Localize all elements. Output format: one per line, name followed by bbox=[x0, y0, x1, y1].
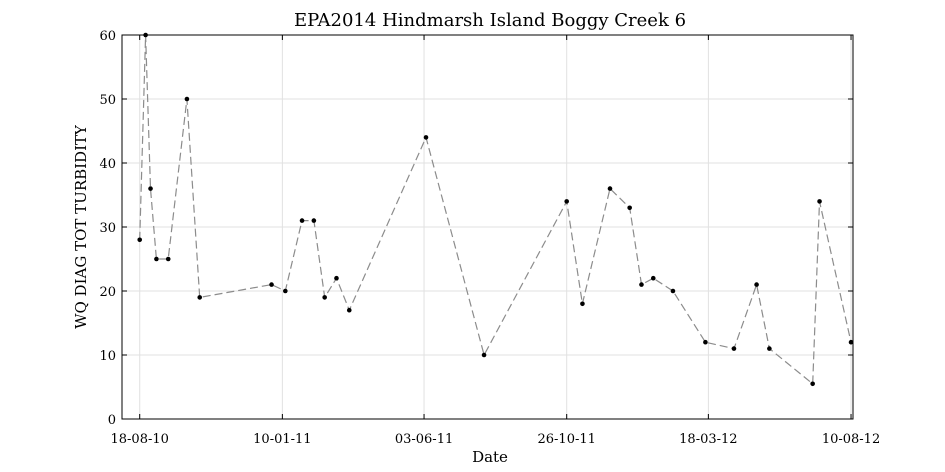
y-tick-label: 40 bbox=[99, 157, 116, 172]
data-point bbox=[269, 282, 274, 287]
data-point bbox=[670, 288, 676, 294]
data-point bbox=[731, 346, 737, 351]
data-point bbox=[564, 199, 569, 204]
y-tick-label: 50 bbox=[99, 93, 116, 108]
data-point bbox=[334, 275, 339, 281]
data-points bbox=[137, 32, 854, 387]
x-tick-label: 03-06-11 bbox=[395, 432, 453, 447]
data-point bbox=[311, 218, 317, 223]
data-point bbox=[767, 346, 772, 351]
x-tick-label: 10-08-12 bbox=[822, 432, 880, 447]
series-line bbox=[139, 34, 852, 386]
data-point bbox=[143, 32, 148, 38]
data-point bbox=[299, 218, 305, 223]
y-axis: 0 10 20 30 40 50 60 bbox=[99, 29, 853, 428]
data-point bbox=[481, 352, 487, 358]
data-point bbox=[580, 301, 585, 307]
y-tick-label: 10 bbox=[99, 349, 116, 364]
data-point bbox=[184, 96, 190, 102]
data-point bbox=[817, 199, 822, 204]
y-tick-label: 60 bbox=[99, 29, 116, 44]
data-point bbox=[346, 307, 352, 313]
data-point bbox=[754, 282, 759, 287]
data-point bbox=[627, 205, 632, 211]
y-axis-label: WQ DIAG TOT TURBIDITY bbox=[72, 124, 90, 329]
data-point bbox=[423, 135, 429, 140]
data-point bbox=[650, 275, 656, 281]
data-point bbox=[165, 256, 171, 262]
x-axis-label: Date bbox=[472, 448, 508, 466]
data-point bbox=[848, 339, 854, 345]
x-axis: 18-08-10 10-01-11 03-06-11 26-10-11 18-03-12… bbox=[110, 35, 880, 447]
y-tick-label: 0 bbox=[108, 413, 116, 428]
grid bbox=[122, 35, 853, 419]
x-tick-label: 26-10-11 bbox=[537, 432, 595, 447]
x-tick-label: 18-03-12 bbox=[679, 432, 737, 447]
y-tick-label: 20 bbox=[99, 285, 116, 300]
data-point bbox=[283, 288, 288, 294]
data-point bbox=[810, 381, 815, 387]
data-point bbox=[137, 237, 143, 243]
data-point bbox=[607, 186, 613, 191]
data-point bbox=[154, 256, 159, 262]
data-point bbox=[197, 295, 203, 300]
data-point bbox=[703, 339, 708, 345]
chart-title: EPA2014 Hindmarsh Island Boggy Creek 6 bbox=[294, 10, 686, 31]
data-point bbox=[322, 295, 327, 300]
data-point bbox=[639, 282, 644, 287]
x-tick-label: 18-08-10 bbox=[110, 432, 168, 447]
data-point bbox=[148, 186, 153, 191]
x-tick-label: 10-01-11 bbox=[253, 432, 311, 447]
y-tick-label: 30 bbox=[99, 221, 116, 236]
